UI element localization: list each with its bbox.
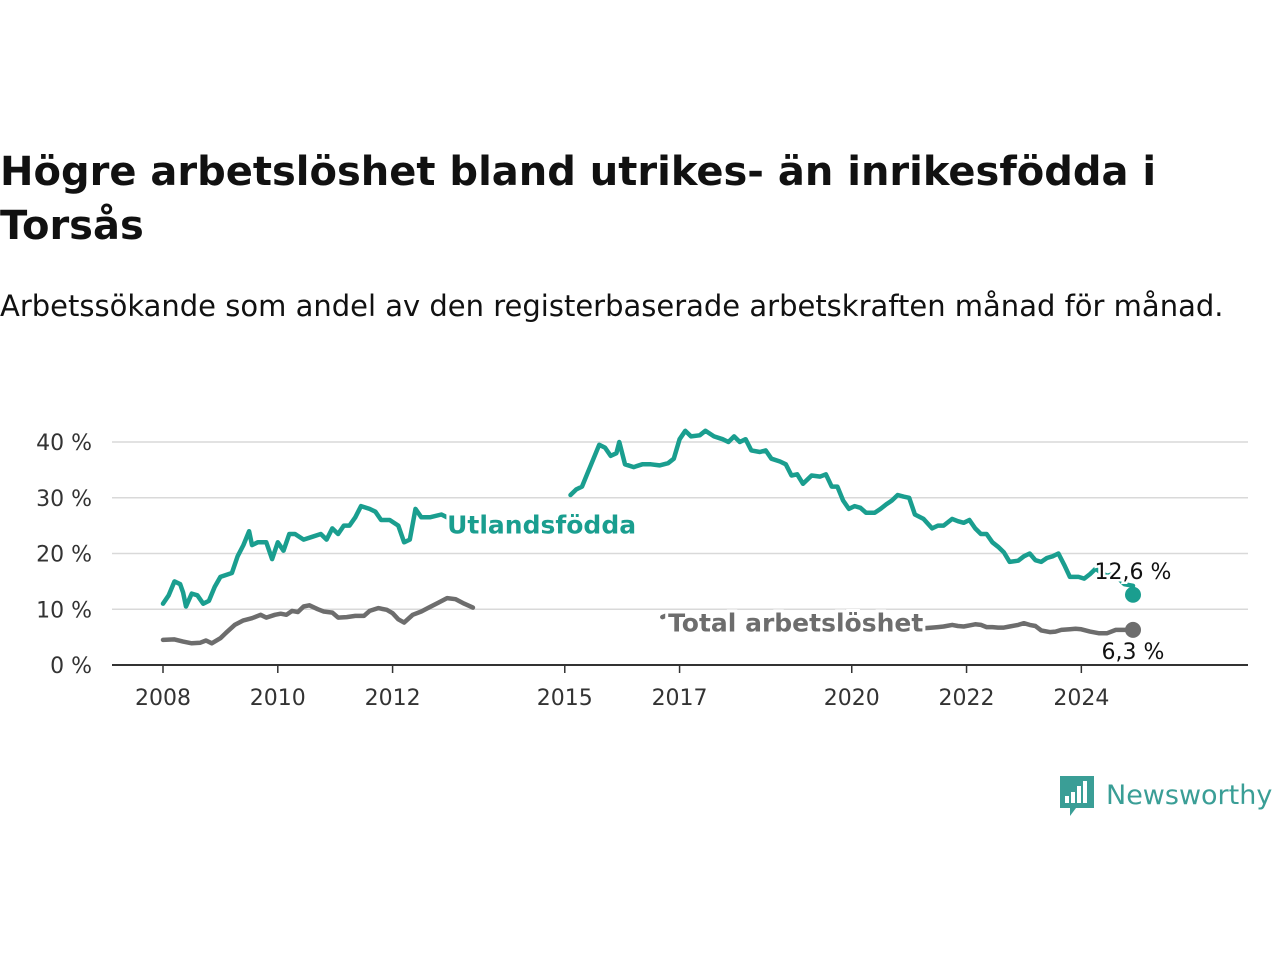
chart-subtitle: Arbetssökande som andel av den registerb… — [0, 289, 1224, 323]
x-tick-label: 2017 — [652, 686, 708, 711]
series-line — [160, 503, 450, 609]
y-tick-label: 0 % — [50, 654, 92, 679]
x-tick-label: 2015 — [537, 686, 593, 711]
x-tick-label: 2012 — [365, 686, 421, 711]
y-tick-label: 30 % — [36, 487, 92, 512]
series-label: Total arbetslöshet — [668, 609, 923, 638]
end-value-label: 6,3 % — [1102, 640, 1165, 665]
chart-title: Högre arbetslöshet bland utrikes- än inr… — [0, 149, 1157, 249]
y-tick-label: 40 % — [36, 431, 92, 456]
end-point — [1125, 586, 1141, 603]
end-value-label: 12,6 % — [1095, 560, 1172, 585]
series-line — [921, 620, 1136, 636]
x-axis-ticks: 2008 2010 2012 2015 2017 2020 2022 2024 — [135, 665, 1109, 711]
y-tick-label: 10 % — [36, 598, 92, 623]
x-tick-label: 2022 — [939, 686, 995, 711]
newsworthy-brand: Newsworthy — [1058, 772, 1272, 818]
y-tick-label: 20 % — [36, 543, 92, 568]
x-tick-label: 2024 — [1053, 686, 1109, 711]
series-label: Utlandsfödda — [447, 511, 636, 540]
brand-name: Newsworthy — [1106, 779, 1273, 811]
x-tick-label: 2020 — [824, 686, 880, 711]
end-point — [1125, 621, 1141, 638]
line-chart: 0 % 10 % 20 % 30 % 40 % 2008 2010 2012 2015 2017… — [36, 428, 1248, 711]
x-tick-label: 2010 — [250, 686, 306, 711]
series-line — [160, 595, 476, 646]
newsworthy-logo-icon — [1060, 776, 1094, 816]
series-lines — [160, 428, 1136, 646]
series-end-points: 12,6 % 6,3 % — [1092, 557, 1174, 667]
series-line — [568, 428, 1136, 589]
series-labels: Utlandsfödda Total arbetslöshet — [444, 508, 926, 641]
series-line — [660, 612, 671, 620]
gridlines — [112, 441, 1248, 610]
x-tick-label: 2008 — [135, 686, 191, 711]
y-axis-ticks: 0 % 10 % 20 % 30 % 40 % — [36, 431, 92, 679]
